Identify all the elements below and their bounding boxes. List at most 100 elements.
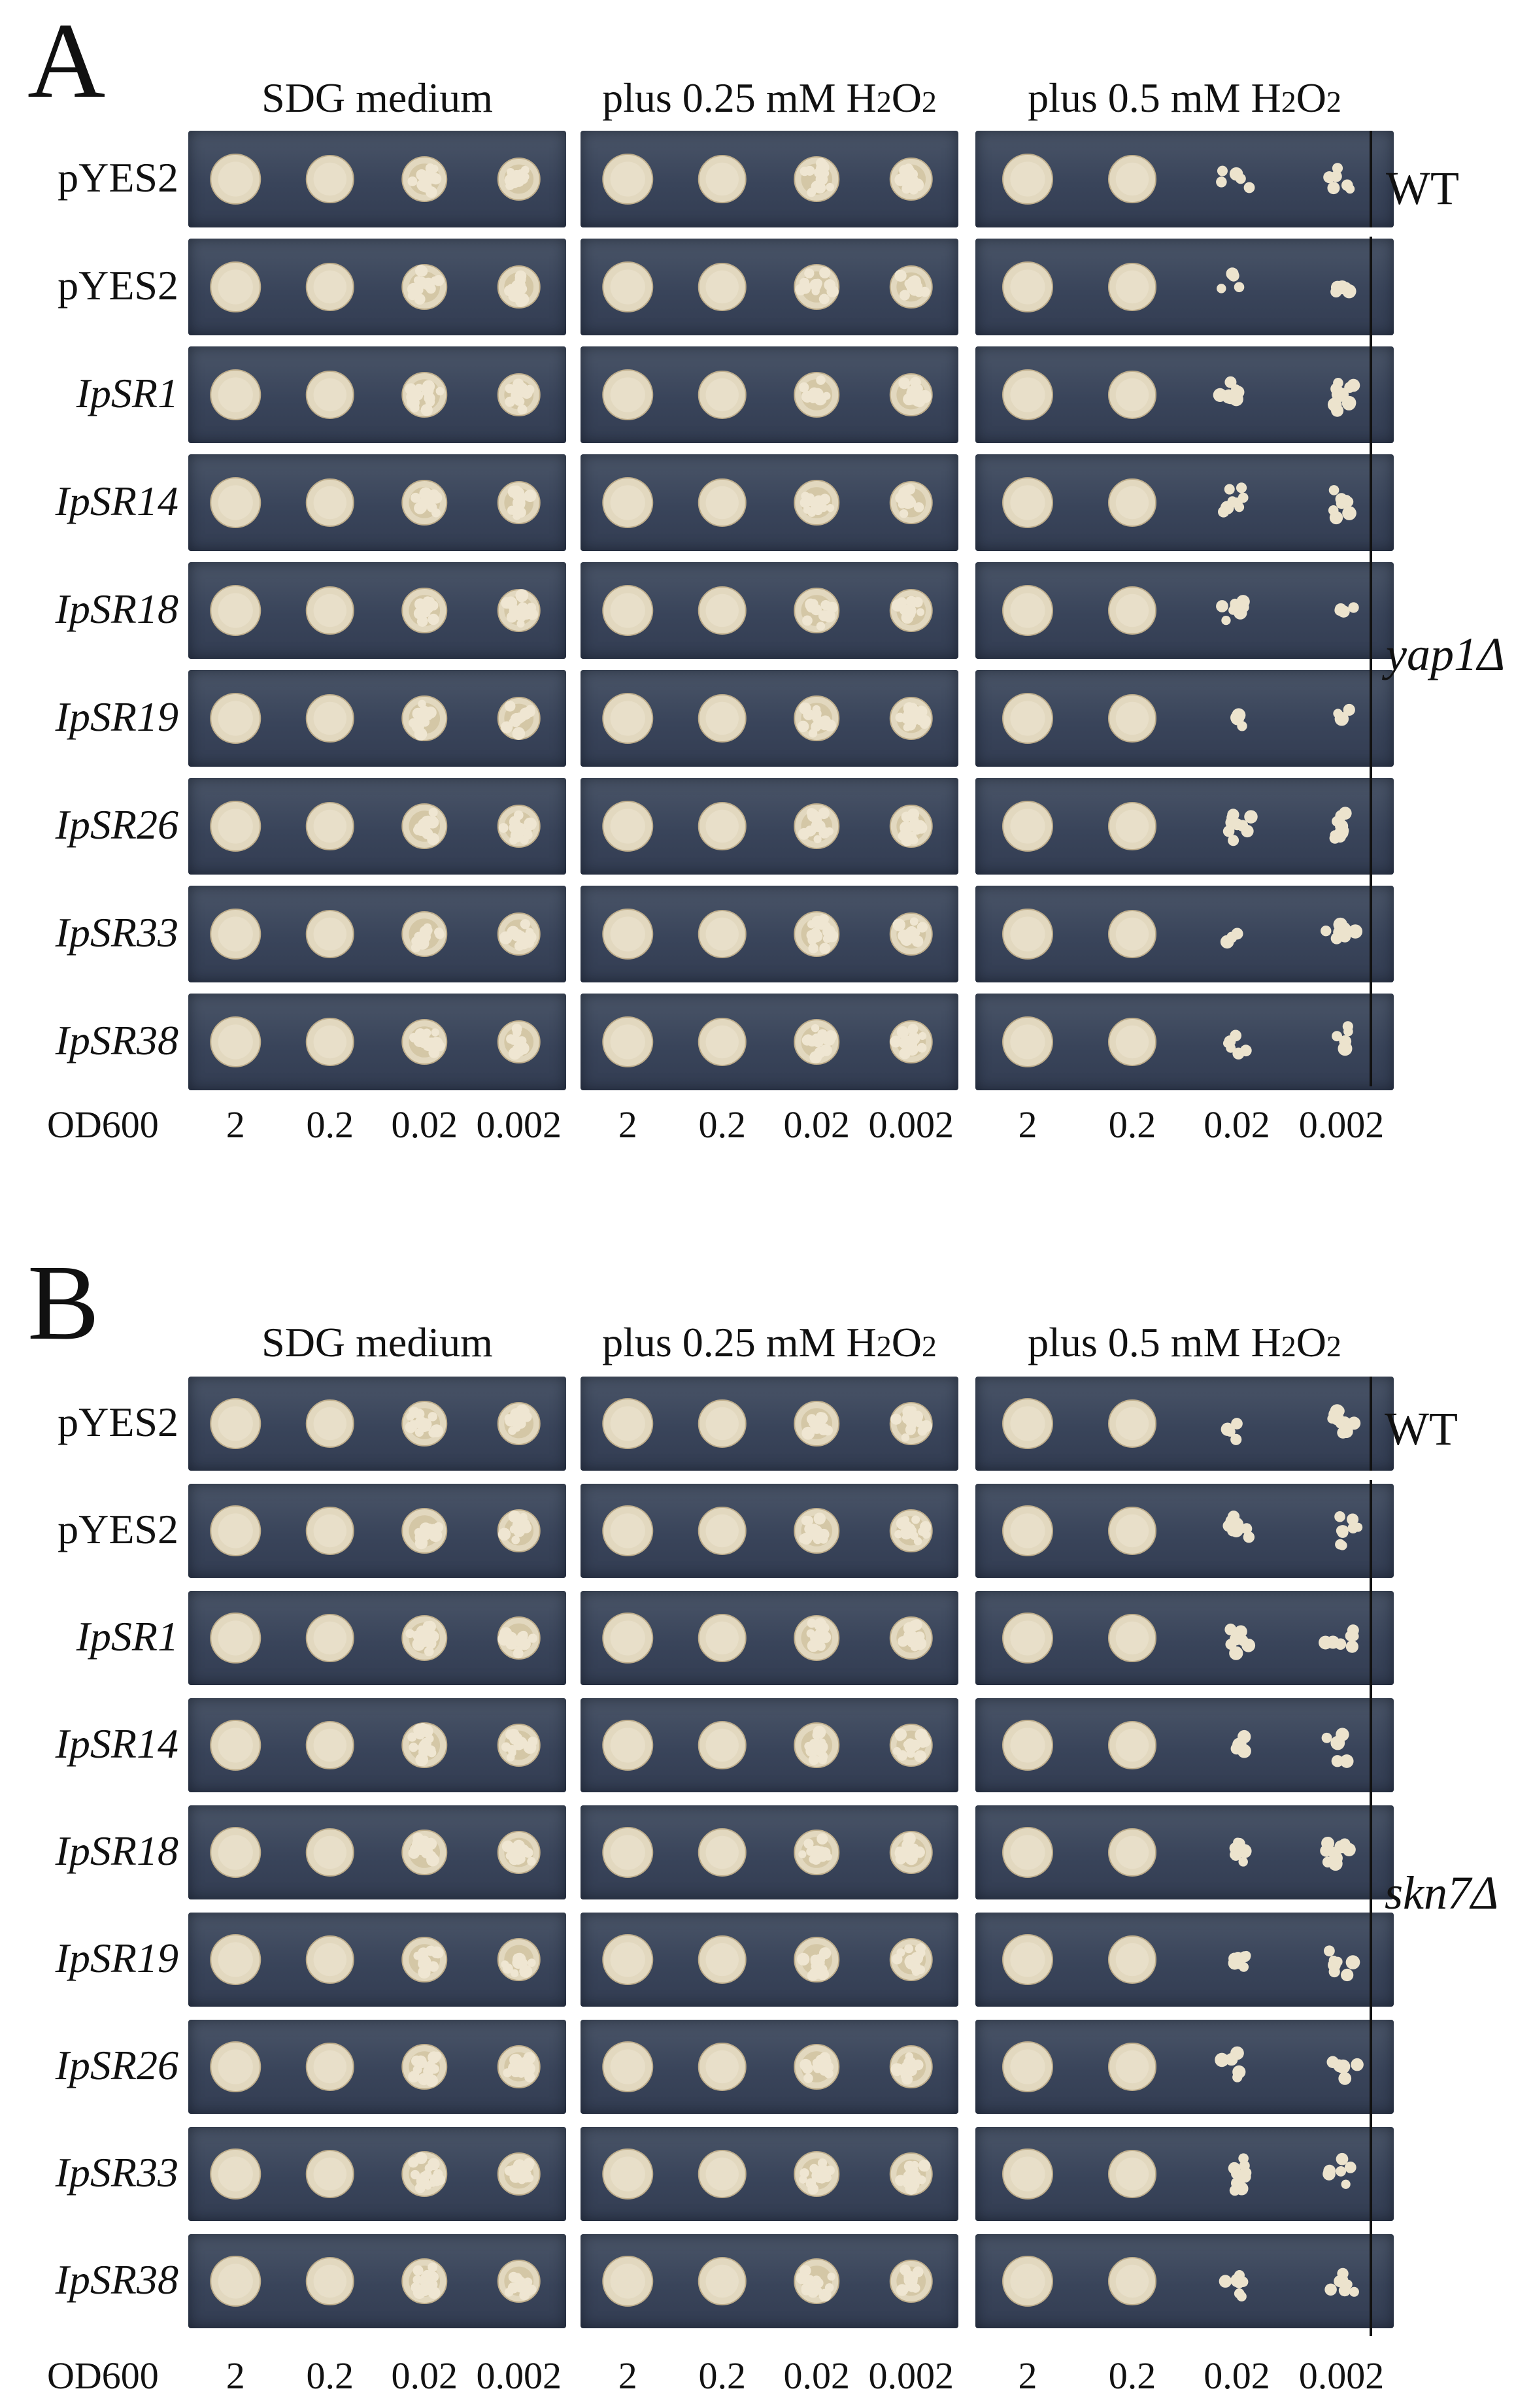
colony-spot xyxy=(602,2041,654,2092)
colony-spots xyxy=(1002,1398,1361,1449)
od-value: 0.002 xyxy=(1298,2354,1385,2397)
colony-spots xyxy=(602,1016,933,1067)
colony-spot xyxy=(497,2045,541,2088)
colony-spot xyxy=(401,1019,448,1065)
colony-spot xyxy=(1321,917,1363,945)
colony-spots xyxy=(210,261,541,312)
colony-spots xyxy=(1002,1505,1363,1556)
colony-spot xyxy=(889,1724,933,1767)
od-label: OD600 xyxy=(47,2354,159,2397)
colony-spots xyxy=(602,693,933,744)
colony-spot xyxy=(1228,2153,1252,2196)
agar-plate-strip xyxy=(975,886,1394,982)
colony-spot xyxy=(497,1938,541,1981)
row-label: IpSR38 xyxy=(55,1017,178,1063)
agar-plate-strip xyxy=(975,670,1394,767)
colony-spot xyxy=(1321,1728,1354,1768)
colony-spot xyxy=(1002,2041,1053,2092)
colony-spot xyxy=(698,1828,747,1877)
bracket-wt xyxy=(1370,1377,1372,1471)
agar-plate-strip xyxy=(975,239,1394,335)
bracket-mutant xyxy=(1370,237,1372,1086)
colony-spots xyxy=(1002,693,1355,744)
colony-spots xyxy=(210,477,541,528)
colony-spot xyxy=(889,481,933,524)
row-label: pYES2 xyxy=(58,1506,178,1552)
colony-spot xyxy=(401,2044,448,2090)
colony-spot xyxy=(889,912,933,956)
colony-spot xyxy=(1220,928,1243,949)
colony-spot xyxy=(698,1507,747,1555)
colony-spot xyxy=(305,1507,354,1555)
colony-spot xyxy=(794,588,840,633)
bracket-wt xyxy=(1370,131,1372,227)
colony-spots xyxy=(602,2149,933,2199)
od-value: 0.02 xyxy=(783,2354,851,2397)
colony-spot xyxy=(698,1935,747,1984)
panel-a: A SDG medium plus 0.25 mM H2O2 plus 0.5 … xyxy=(0,0,1533,1196)
colony-spot xyxy=(305,263,354,311)
colony-spot xyxy=(1222,1029,1252,1060)
colony-spots xyxy=(1002,2149,1356,2199)
colony-spot xyxy=(602,1398,654,1449)
colony-spot xyxy=(1108,910,1156,958)
colony-spot xyxy=(497,158,541,201)
colony-spot xyxy=(602,1613,654,1664)
row-label: IpSR26 xyxy=(55,2042,178,2088)
colony-spot xyxy=(889,1509,933,1552)
colony-spot xyxy=(1108,694,1156,743)
colony-spot xyxy=(497,1402,541,1445)
agar-plate-strip xyxy=(188,1913,566,2007)
colony-spot xyxy=(401,911,448,957)
row-label: IpSR33 xyxy=(55,2149,178,2196)
colony-spot xyxy=(401,1508,448,1554)
row-label: pYES2 xyxy=(58,154,178,201)
colony-spots xyxy=(1002,1720,1354,1771)
colony-spot xyxy=(889,697,933,740)
colony-spot xyxy=(1002,1398,1053,1449)
colony-spot xyxy=(305,371,354,419)
panel-letter: B xyxy=(27,1243,100,1362)
colony-spot xyxy=(1002,477,1053,528)
colony-spot xyxy=(1002,1934,1053,1985)
colony-spot xyxy=(305,478,354,527)
colony-spot xyxy=(602,1720,654,1771)
od-value: 0.2 xyxy=(698,1103,747,1146)
colony-spot xyxy=(210,477,261,528)
agar-plate-strip xyxy=(581,562,958,659)
colony-spot xyxy=(210,2041,261,2092)
colony-spots xyxy=(210,1398,541,1449)
colony-spots xyxy=(1002,369,1360,420)
colony-spot xyxy=(698,1614,747,1662)
colony-spot xyxy=(1334,602,1359,618)
colony-spot xyxy=(210,1016,261,1067)
colony-spot xyxy=(305,1935,354,1984)
column-header-sdg: SDG medium xyxy=(261,75,493,121)
colony-spots xyxy=(602,2041,933,2092)
colony-spots xyxy=(210,909,541,960)
colony-spot xyxy=(794,1722,840,1768)
colony-spots xyxy=(210,801,541,852)
colony-spot xyxy=(210,2256,261,2307)
colony-spot xyxy=(1108,1507,1156,1555)
colony-spot xyxy=(698,155,747,203)
colony-spot xyxy=(305,1721,354,1769)
agar-plate-strip xyxy=(188,1377,566,1471)
colony-spot xyxy=(1322,2152,1356,2189)
colony-spot xyxy=(602,261,654,312)
colony-spot xyxy=(305,1399,354,1448)
colony-spot xyxy=(210,1720,261,1771)
colony-spot xyxy=(794,1401,840,1446)
colony-spot xyxy=(794,1508,840,1554)
colony-spot xyxy=(1327,1404,1361,1439)
colony-spot xyxy=(210,1827,261,1878)
colony-spot xyxy=(794,911,840,957)
colony-spot xyxy=(602,2256,654,2307)
colony-spot xyxy=(1108,1721,1156,1769)
colony-spot xyxy=(1230,708,1247,731)
agar-plate-strip xyxy=(581,1698,958,1792)
colony-spot xyxy=(497,697,541,740)
panel-letter: A xyxy=(27,1,106,120)
agar-plate-strip xyxy=(188,1591,566,1685)
colony-spot xyxy=(698,1721,747,1769)
